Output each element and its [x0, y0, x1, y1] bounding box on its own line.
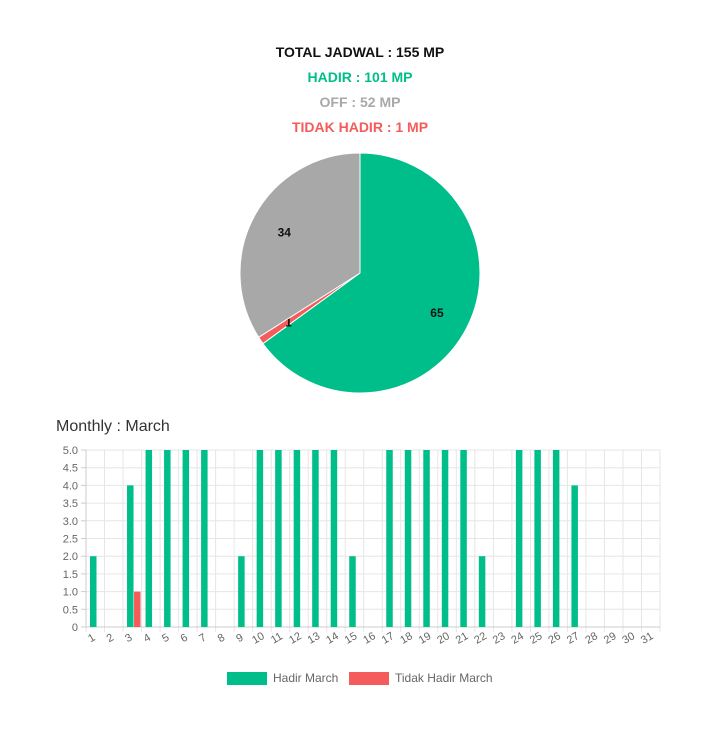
bar[interactable] — [404, 450, 412, 627]
pie-slice-label: 65 — [430, 306, 444, 320]
x-tick-label: 18 — [398, 630, 415, 647]
x-tick-label: 27 — [565, 630, 582, 647]
monthly-title: Monthly : March — [56, 418, 170, 435]
x-tick-label: 29 — [602, 630, 619, 647]
x-tick-label: 9 — [234, 632, 245, 645]
x-tick-label: 24 — [509, 630, 526, 647]
bar[interactable] — [134, 591, 141, 627]
x-tick-label: 2 — [105, 632, 116, 645]
x-tick-label: 20 — [435, 630, 452, 647]
x-tick-label: 28 — [583, 630, 600, 647]
bar[interactable] — [478, 556, 486, 627]
bar[interactable] — [441, 450, 449, 627]
bar[interactable] — [164, 450, 171, 627]
total-jadwal-label: TOTAL JADWAL : 155 MP — [275, 44, 445, 60]
bar[interactable] — [349, 556, 356, 627]
x-tick-label: 10 — [250, 630, 267, 647]
legend-hadir-label: Hadir March — [273, 671, 339, 685]
bar[interactable] — [571, 485, 578, 627]
attendance-pie-chart: 65 1 34 — [239, 152, 481, 394]
x-tick-label: 19 — [417, 630, 434, 647]
monthly-bar-chart: 00.51.01.52.02.53.03.54.04.55.01 2 3 4 5 6 7 8 9… — [63, 445, 661, 647]
bar[interactable] — [330, 450, 338, 627]
x-tick-label: 13 — [306, 630, 323, 647]
x-tick-label: 30 — [620, 630, 637, 647]
x-tick-label: 14 — [324, 630, 341, 647]
x-tick-label: 16 — [361, 630, 378, 647]
x-tick-label: 25 — [528, 630, 545, 647]
y-tick-label: 3.5 — [63, 498, 78, 510]
x-tick-label: 21 — [454, 630, 471, 647]
x-tick-label: 26 — [546, 630, 563, 647]
y-tick-label: 3.0 — [63, 516, 78, 528]
bar[interactable] — [275, 450, 282, 627]
bar[interactable] — [460, 450, 467, 627]
x-tick-label: 8 — [216, 632, 227, 645]
x-tick-label: 31 — [639, 630, 656, 647]
legend-hadir-swatch — [227, 671, 267, 685]
bar[interactable] — [386, 450, 393, 627]
bar[interactable] — [238, 556, 245, 627]
y-tick-label: 5.0 — [63, 445, 78, 457]
x-tick-label: 12 — [287, 630, 304, 647]
bar[interactable] — [182, 450, 190, 627]
hadir-label: HADIR : 101 MP — [307, 69, 413, 85]
y-tick-label: 4.5 — [63, 463, 78, 475]
bar[interactable] — [256, 450, 264, 627]
bar[interactable] — [201, 450, 208, 627]
pie-slice[interactable] — [239, 152, 361, 338]
x-tick-label: 4 — [142, 632, 153, 645]
y-tick-label: 2.0 — [63, 551, 78, 563]
x-tick-label: 17 — [380, 630, 397, 647]
bar[interactable] — [312, 450, 319, 627]
tidak-hadir-label: TIDAK HADIR : 1 MP — [291, 119, 429, 135]
bar[interactable] — [293, 450, 301, 627]
pie-slice[interactable] — [262, 152, 481, 394]
y-tick-label: 0 — [72, 622, 78, 634]
x-tick-label: 23 — [491, 630, 508, 647]
pie-slice-label: 34 — [278, 225, 292, 239]
bar[interactable] — [423, 450, 430, 627]
x-tick-label: 1 — [86, 632, 97, 645]
bar[interactable] — [515, 450, 523, 627]
x-tick-label: 7 — [197, 632, 208, 645]
x-tick-label: 22 — [472, 630, 489, 647]
off-label: OFF : 52 MP — [319, 94, 401, 110]
x-tick-label: 3 — [123, 632, 134, 645]
legend-hadir[interactable]: Hadir March — [227, 671, 338, 685]
bar[interactable] — [552, 450, 560, 627]
y-tick-label: 4.0 — [63, 480, 78, 492]
legend-tidak-hadir-swatch — [349, 671, 389, 685]
x-tick-label: 6 — [179, 632, 190, 645]
y-tick-label: 2.5 — [63, 534, 78, 546]
legend-tidak-hadir[interactable]: Tidak Hadir March — [349, 671, 493, 685]
pie-slice-label: 1 — [285, 316, 292, 330]
y-tick-label: 0.5 — [63, 604, 78, 616]
x-tick-label: 15 — [343, 630, 360, 647]
y-tick-label: 1.5 — [63, 569, 78, 581]
bar[interactable] — [145, 450, 153, 627]
legend-tidak-hadir-label: Tidak Hadir March — [395, 671, 493, 685]
bar[interactable] — [90, 556, 97, 627]
x-tick-label: 5 — [160, 632, 171, 645]
y-tick-label: 1.0 — [63, 587, 78, 599]
bar[interactable] — [534, 450, 541, 627]
x-tick-label: 11 — [269, 630, 285, 646]
bar[interactable] — [127, 485, 134, 627]
